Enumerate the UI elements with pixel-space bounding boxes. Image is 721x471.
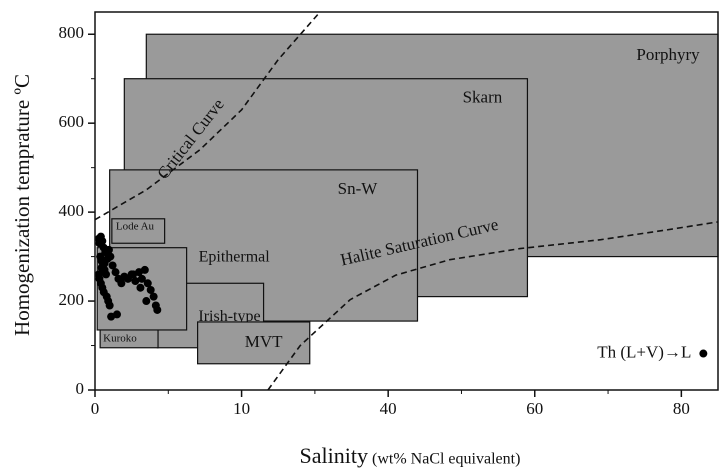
plot-frame (94, 11, 719, 391)
field-label: Skarn (463, 88, 503, 107)
data-point (104, 245, 113, 254)
data-point (129, 270, 138, 279)
field-label: MVT (245, 332, 283, 351)
data-point (111, 268, 120, 277)
y-tick-label: 400 (59, 201, 85, 220)
curve (267, 221, 719, 391)
field-label: Lode Au (116, 220, 155, 232)
data-point (699, 349, 708, 358)
x-axis-label-note: (wt% NaCl equivalent) (372, 451, 520, 468)
data-point (149, 292, 158, 301)
x-tick-label: 40 (380, 399, 397, 418)
data-point (136, 283, 145, 292)
field-label: Porphyry (636, 45, 700, 64)
x-tick-label: 60 (526, 399, 543, 418)
data-point (94, 270, 103, 279)
x-tick-label: 0 (91, 399, 100, 418)
x-axis-label: Salinity (300, 443, 368, 468)
data-point (140, 265, 149, 274)
field-label: Kuroko (103, 332, 137, 344)
y-axis-label: Homogenization temprature ºC (10, 74, 34, 336)
data-point (143, 279, 152, 288)
legend-label: Th (L+V)→L (597, 342, 691, 361)
field-box (111, 218, 166, 244)
data-point (142, 297, 151, 306)
field-label: Irish-type (198, 308, 260, 325)
field-box (197, 321, 311, 365)
data-point (98, 237, 107, 246)
y-tick-label: 800 (59, 23, 85, 42)
data-point (101, 270, 110, 279)
data-point (108, 261, 117, 270)
field-label: Sn-W (338, 179, 379, 198)
y-tick-label: 600 (59, 112, 85, 131)
data-point (117, 279, 126, 288)
y-tick-label: 200 (59, 290, 85, 309)
curve (94, 11, 321, 221)
data-point (107, 312, 116, 321)
data-point (131, 277, 140, 286)
data-point (153, 305, 162, 314)
data-point (106, 252, 115, 261)
y-tick-label: 0 (76, 379, 85, 398)
data-point (146, 285, 155, 294)
data-point (137, 274, 146, 283)
field-label: Epithermal (199, 249, 271, 266)
x-tick-label: 10 (233, 399, 250, 418)
x-tick-label: 80 (673, 399, 690, 418)
data-point (105, 301, 114, 310)
